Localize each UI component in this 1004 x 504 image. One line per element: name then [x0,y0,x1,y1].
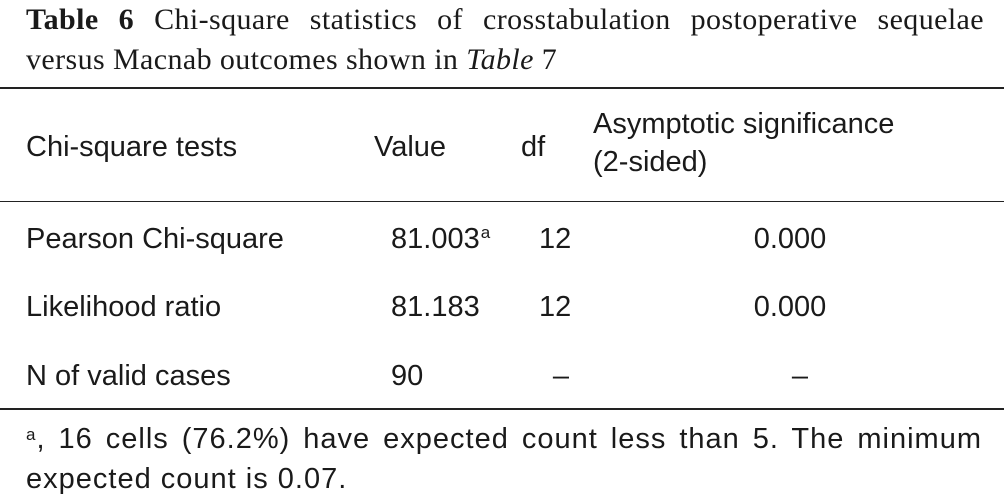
caption-text: Chi-square statistics of crosstabulation… [26,3,984,76]
caption-table-ref-number: 7 [541,43,558,76]
table-footnote: a, 16 cells (76.2%) have expected count … [26,419,982,499]
table-top-rule [0,87,1004,89]
table-header-rule [0,201,1004,202]
row-significance: 0.000 [753,223,827,255]
row-test-name: N of valid cases [26,360,231,392]
row-value: 81.183 [391,291,480,323]
row-test-name: Pearson Chi-square [26,223,284,255]
header-asymptotic-significance: Asymptotic significance (2-sided) [593,105,973,181]
footnote-marker: a [26,425,37,444]
header-sig-line1: Asymptotic significance [593,108,895,140]
table-caption: Table 6 Chi-square statistics of crossta… [26,0,984,80]
row-df: 12 [539,223,572,255]
footnote-text: , 16 cells (76.2%) have expected count l… [26,423,982,495]
header-value: Value [374,131,447,163]
table-bottom-rule [0,408,1004,410]
table-label: Table 6 [26,3,135,36]
row-value-footnote-marker: a [480,223,491,242]
header-df: df [521,131,546,163]
header-sig-line2: (2-sided) [593,146,708,178]
row-df: – [552,360,570,392]
row-value-number: 81.003 [391,223,480,255]
row-test-name: Likelihood ratio [26,291,222,323]
caption-table-ref: Table [466,43,534,76]
row-value: 90 [391,360,424,392]
row-df: 12 [539,291,572,323]
row-value: 81.003a [391,220,490,258]
row-significance: 0.000 [753,291,827,323]
header-chi-square-tests: Chi-square tests [26,131,238,163]
row-significance: – [791,360,809,392]
